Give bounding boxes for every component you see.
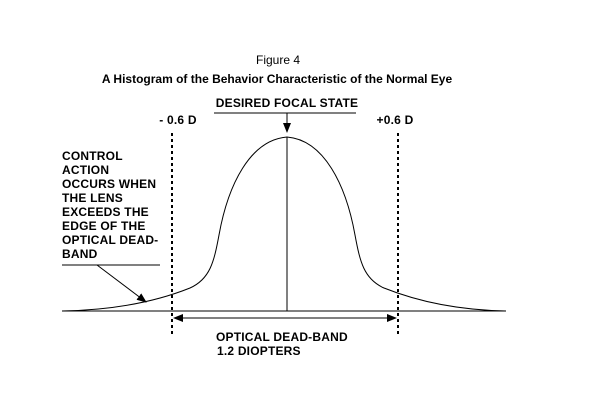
control-action-line-7: OPTICAL DEAD- xyxy=(62,233,158,247)
control-action-arrow xyxy=(96,264,147,303)
control-action-line-4: THE LENS xyxy=(62,191,123,205)
right-edge-label: +0.6 D xyxy=(377,113,414,127)
dead-band-value: 1.2 DIOPTERS xyxy=(217,344,301,358)
left-edge-label: - 0.6 D xyxy=(159,113,197,127)
desired-focal-state-label: DESIRED FOCAL STATE xyxy=(216,96,358,110)
figure-title: A Histogram of the Behavior Characterist… xyxy=(102,72,453,86)
figure-number: Figure 4 xyxy=(256,53,300,67)
control-action-line-3: OCCURS WHEN xyxy=(62,177,156,191)
control-action-line-1: CONTROL xyxy=(62,149,123,163)
control-action-line-2: ACTION xyxy=(62,163,109,177)
dead-band-label: OPTICAL DEAD-BAND xyxy=(216,330,348,344)
control-action-line-5: EXCEEDS THE xyxy=(62,205,149,219)
control-action-line-8: BAND xyxy=(62,247,98,261)
control-action-line-6: EDGE OF THE xyxy=(62,219,146,233)
